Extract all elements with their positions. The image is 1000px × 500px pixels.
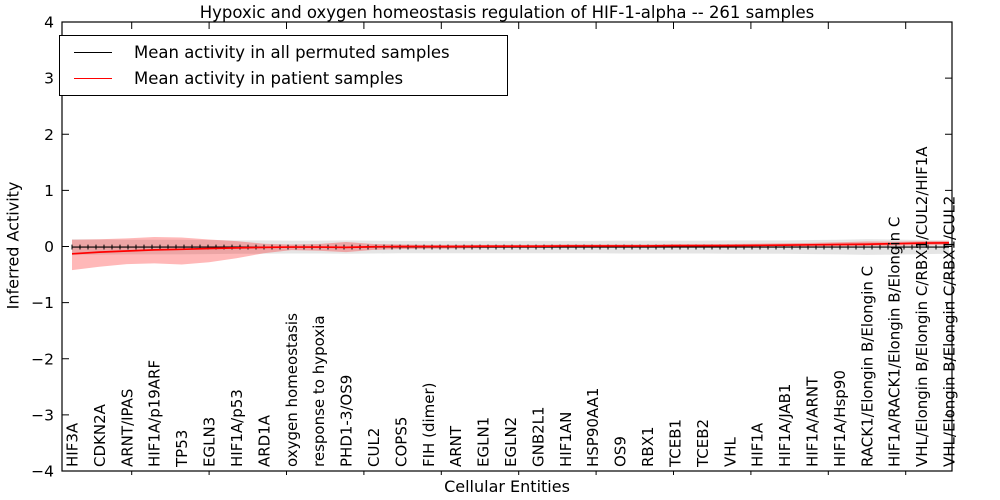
x-category-label: RACK1/Elongin B/Elongin C: [858, 266, 876, 467]
x-category-label: VHL/Elongin B/Elongin C/RBX1/CUL2/HIF1A: [913, 146, 931, 467]
x-category-label: HIF3A: [64, 422, 82, 467]
x-category-label: HIF1A: [749, 422, 767, 467]
x-category-label: HIF1A/ARNT: [803, 376, 821, 467]
x-category-label: TCEB2: [694, 419, 712, 468]
x-category-label: FIH (dimer): [420, 383, 438, 468]
x-category-label: HIF1A/Hsp90: [831, 370, 849, 467]
legend-label-permuted: Mean activity in all permuted samples: [134, 43, 450, 62]
x-category-label: HSP90AA1: [584, 388, 602, 467]
x-category-label: HIF1A/JAB1: [776, 384, 794, 467]
y-tick-label: 1: [44, 182, 54, 200]
x-category-label: CUL2: [365, 428, 383, 467]
x-category-label: HIF1AN: [557, 412, 575, 467]
y-tick-label: −1: [31, 294, 54, 312]
x-category-label: ARD1A: [255, 414, 273, 467]
x-category-label: HIF1A/p53: [228, 389, 246, 467]
x-category-label: GNB2L1: [529, 406, 547, 467]
y-tick-label: 0: [44, 238, 54, 256]
y-tick-label: 3: [44, 70, 54, 88]
x-category-label: PHD1-3/OS9: [338, 375, 356, 467]
y-tick-label: −3: [31, 406, 54, 424]
x-category-label: EGLN1: [475, 417, 493, 467]
x-category-label: ARNT/IPAS: [118, 389, 136, 467]
x-category-label: OS9: [612, 436, 630, 467]
x-category-label: HIF1A/p19ARF: [146, 360, 164, 467]
x-axis-label: Cellular Entities: [444, 477, 570, 496]
x-category-label: EGLN3: [201, 417, 219, 467]
x-category-label: response to hypoxia: [310, 315, 328, 467]
patient-mean-line: [71, 242, 950, 255]
legend-line-permuted: [74, 52, 112, 53]
x-category-label: VHL/Elongin B/Elongin C/RBX1/CUL2: [941, 196, 959, 467]
x-category-label: ARNT: [447, 425, 465, 467]
y-tick-label: −2: [31, 350, 54, 368]
x-category-label: TP53: [173, 430, 191, 468]
legend-entry-patient: Mean activity in patient samples: [60, 69, 507, 88]
x-category-label: oxygen homeostasis: [283, 313, 301, 467]
legend-entry-permuted: Mean activity in all permuted samples: [60, 43, 507, 62]
legend: Mean activity in all permuted samples Me…: [59, 35, 508, 96]
x-category-label: COPS5: [392, 417, 410, 467]
legend-line-patient: [74, 78, 112, 79]
x-category-label: RBX1: [639, 426, 657, 467]
chart-title: Hypoxic and oxygen homeostasis regulatio…: [199, 3, 815, 22]
x-category-label: VHL: [721, 436, 739, 467]
y-axis-label: Inferred Activity: [3, 181, 23, 310]
x-category-label: EGLN2: [502, 417, 520, 467]
x-category-label: HIF1A/RACK1/Elongin B/Elongin C: [886, 217, 904, 467]
y-tick-label: −4: [31, 463, 54, 481]
y-tick-label: 2: [44, 126, 54, 144]
y-tick-label: 4: [44, 14, 54, 32]
legend-label-patient: Mean activity in patient samples: [134, 69, 404, 88]
x-category-label: CDKN2A: [91, 403, 109, 467]
x-category-label: TCEB1: [666, 419, 684, 468]
